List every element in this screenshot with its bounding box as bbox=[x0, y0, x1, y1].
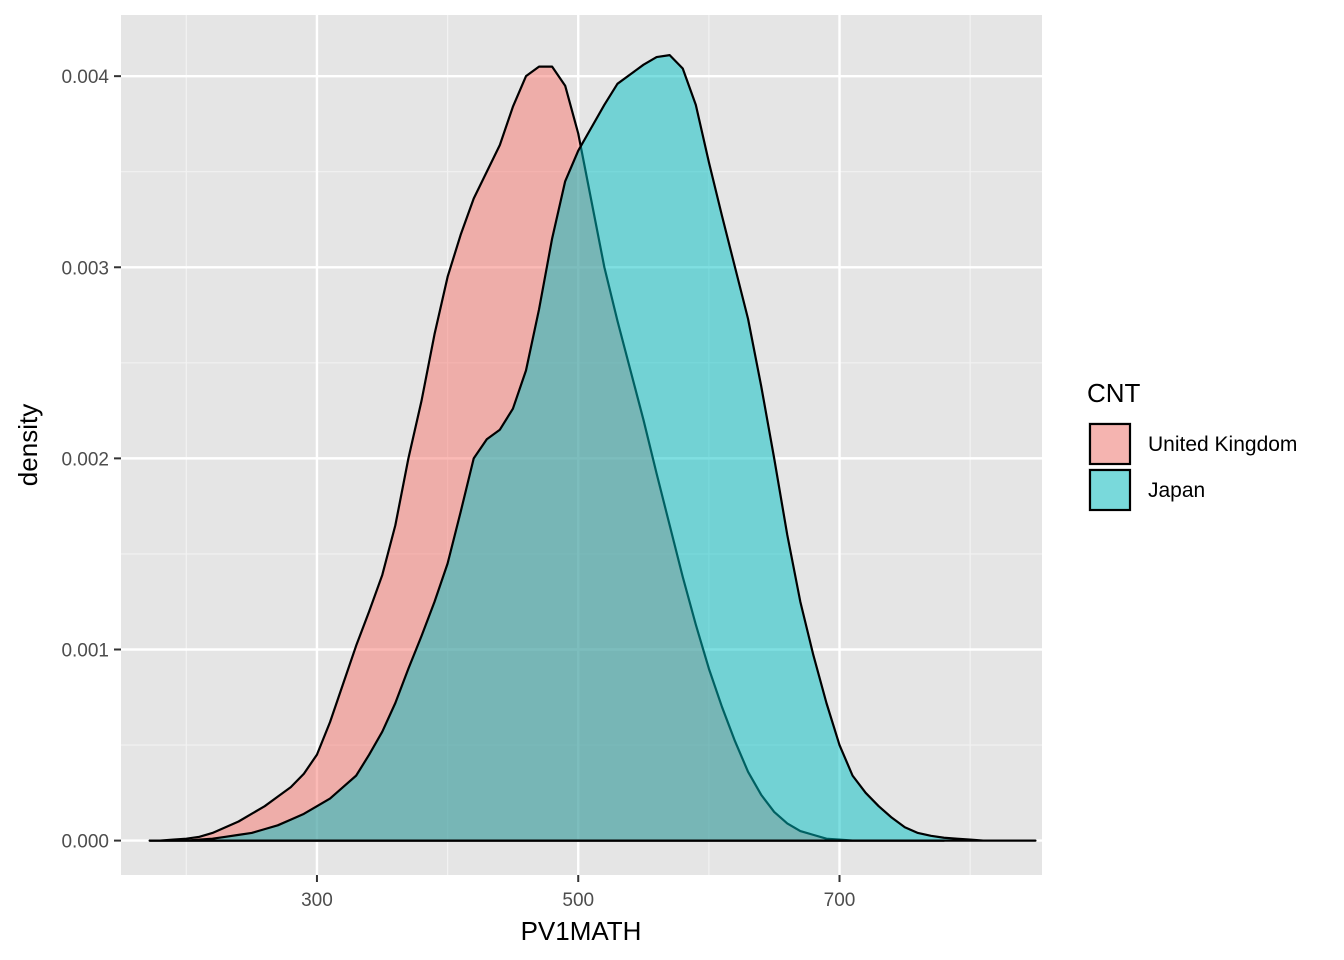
y-axis: 0.000 0.001 0.002 0.003 0.004 bbox=[61, 67, 121, 853]
y-tick-label: 0.004 bbox=[61, 67, 109, 88]
density-areas bbox=[148, 54, 1037, 842]
x-axis: 300 500 700 bbox=[301, 875, 855, 911]
legend-key-swatch bbox=[1088, 468, 1132, 512]
y-axis-title: density bbox=[13, 404, 43, 486]
density-area-japan bbox=[148, 54, 1037, 842]
x-axis-title: PV1MATH bbox=[521, 916, 642, 946]
legend-key-swatch bbox=[1088, 422, 1132, 466]
y-tick-label: 0.002 bbox=[61, 449, 109, 470]
legend-label: Japan bbox=[1148, 479, 1205, 502]
y-tick-label: 0.003 bbox=[61, 258, 109, 279]
legend-label: United Kingdom bbox=[1148, 433, 1297, 456]
x-tick-label: 500 bbox=[562, 890, 594, 911]
legend-title: CNT bbox=[1087, 378, 1141, 408]
y-tick-label: 0.001 bbox=[61, 640, 109, 661]
y-tick-label: 0.000 bbox=[61, 832, 109, 853]
x-tick-label: 700 bbox=[824, 890, 856, 911]
x-tick-label: 300 bbox=[301, 890, 333, 911]
legend: CNT United Kingdom Japan bbox=[1087, 378, 1297, 512]
legend-items: United Kingdom Japan bbox=[1088, 422, 1297, 512]
